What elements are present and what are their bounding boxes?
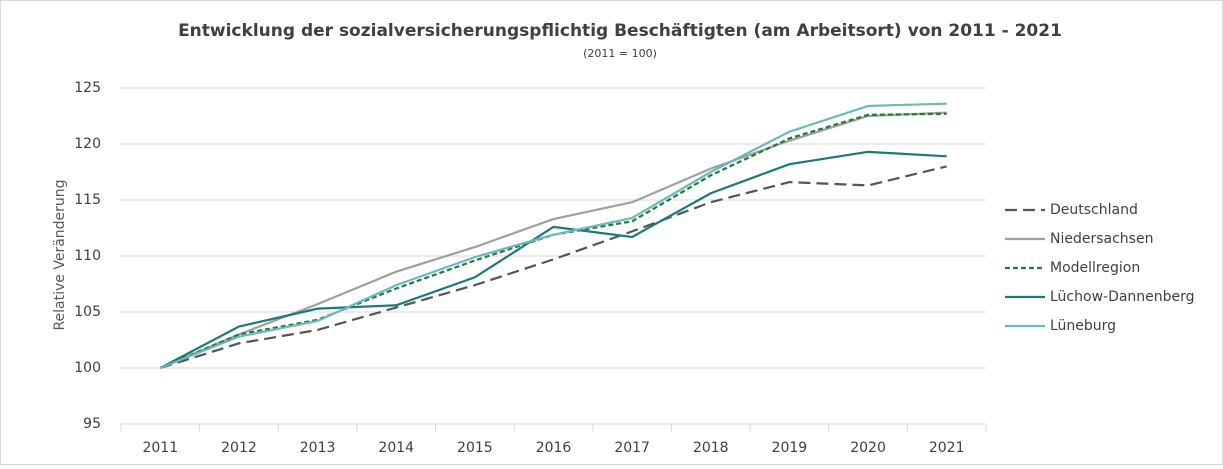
- legend-label: Niedersachsen: [1050, 231, 1153, 247]
- legend-label: Deutschland: [1050, 202, 1138, 218]
- x-tick-label: 2021: [929, 440, 965, 456]
- x-tick-label: 2020: [850, 440, 886, 456]
- y-tick-label: 100: [74, 360, 101, 376]
- x-tick-label: 2012: [221, 440, 257, 456]
- x-tick-label: 2013: [300, 440, 336, 456]
- chart-title: Entwicklung der sozialversicherungspflic…: [178, 21, 1062, 41]
- legend-label: Modellregion: [1050, 260, 1140, 276]
- x-tick-label: 2015: [457, 440, 493, 456]
- y-tick-label: 95: [83, 416, 101, 432]
- x-tick-label: 2018: [693, 440, 729, 456]
- x-tick-label: 2016: [536, 440, 572, 456]
- x-tick-label: 2019: [772, 440, 808, 456]
- legend-label: Lüchow-Dannenberg: [1050, 289, 1195, 305]
- chart-subtitle: (2011 = 100): [583, 47, 657, 60]
- y-tick-label: 115: [74, 192, 101, 208]
- legend-label: Lüneburg: [1050, 318, 1116, 334]
- y-tick-label: 120: [74, 136, 101, 152]
- x-tick-label: 2014: [378, 440, 414, 456]
- y-tick-label: 110: [74, 248, 101, 264]
- series-line: [159, 165, 947, 370]
- x-tick-label: 2017: [614, 440, 650, 456]
- series-line: [159, 102, 947, 370]
- y-axis-label: Relative Veränderung: [52, 179, 68, 330]
- y-tick-label: 125: [74, 80, 101, 96]
- y-tick-label: 105: [74, 304, 101, 320]
- series-line: [159, 150, 947, 369]
- x-tick-label: 2011: [142, 440, 178, 456]
